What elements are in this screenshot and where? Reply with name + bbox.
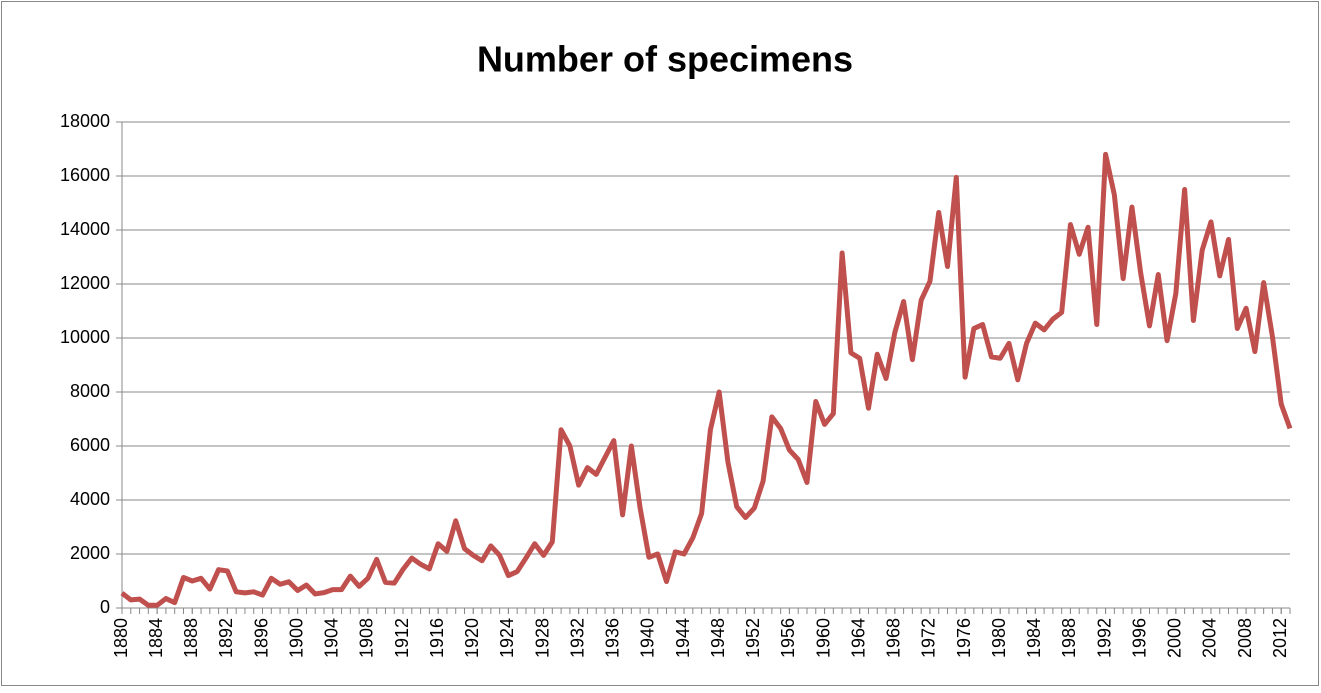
x-tick-label: 2000 xyxy=(1165,618,1185,658)
x-tick-label: 1948 xyxy=(708,618,728,658)
x-tick-label: 1908 xyxy=(357,618,377,658)
x-tick-label: 1924 xyxy=(497,618,517,658)
x-tick-label: 1956 xyxy=(778,618,798,658)
x-tick-label: 1888 xyxy=(181,618,201,658)
x-tick-label: 1976 xyxy=(954,618,974,658)
x-tick-label: 1936 xyxy=(603,618,623,658)
x-tick-label: 1980 xyxy=(989,618,1009,658)
x-tick-label: 1964 xyxy=(848,618,868,658)
x-tick-label: 1892 xyxy=(216,618,236,658)
x-tick-label: 1972 xyxy=(919,618,939,658)
x-tick-label: 1988 xyxy=(1059,618,1079,658)
x-tick-label: 1996 xyxy=(1129,618,1149,658)
x-tick-label: 1944 xyxy=(673,618,693,658)
x-tick-label: 1952 xyxy=(743,618,763,658)
x-tick-label: 1884 xyxy=(146,618,166,658)
x-tick-label: 1968 xyxy=(884,618,904,658)
y-tick-label: 2000 xyxy=(70,543,110,563)
x-tick-label: 1984 xyxy=(1024,618,1044,658)
x-tick-label: 2008 xyxy=(1235,618,1255,658)
x-tick-label: 2012 xyxy=(1270,618,1290,658)
x-tick-label: 1920 xyxy=(462,618,482,658)
y-tick-label: 12000 xyxy=(60,273,110,293)
x-tick-label: 1880 xyxy=(111,618,131,658)
x-tick-label: 1900 xyxy=(286,618,306,658)
x-tick-label: 1992 xyxy=(1094,618,1114,658)
chart-title: Number of specimens xyxy=(477,39,853,80)
x-tick-label: 1896 xyxy=(251,618,271,658)
x-tick-label: 1904 xyxy=(322,618,342,658)
x-tick-label: 1932 xyxy=(567,618,587,658)
y-tick-label: 6000 xyxy=(70,435,110,455)
y-tick-label: 10000 xyxy=(60,327,110,347)
x-tick-label: 1916 xyxy=(427,618,447,658)
y-tick-label: 16000 xyxy=(60,165,110,185)
x-tick-label: 2004 xyxy=(1200,618,1220,658)
data-line xyxy=(120,151,1293,608)
x-tick-label: 1912 xyxy=(392,618,412,658)
y-tick-label: 0 xyxy=(100,597,110,617)
y-tick-label: 8000 xyxy=(70,381,110,401)
x-tick-label: 1928 xyxy=(532,618,552,658)
y-tick-label: 4000 xyxy=(70,489,110,509)
x-tick-label: 1960 xyxy=(813,618,833,658)
x-tick-label: 1940 xyxy=(638,618,658,658)
y-tick-label: 14000 xyxy=(60,219,110,239)
y-tick-label: 18000 xyxy=(60,111,110,131)
